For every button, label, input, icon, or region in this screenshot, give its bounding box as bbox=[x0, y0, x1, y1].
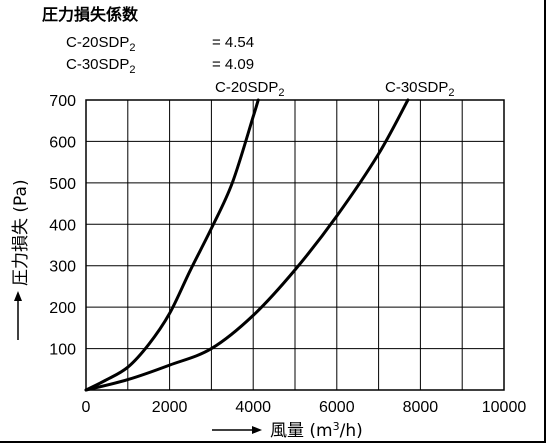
coefficient-value-1: = 4.54 bbox=[212, 34, 254, 51]
series-line-c20sdp2 bbox=[84, 98, 260, 392]
x-axis-title: 風量 (m3/h) bbox=[270, 420, 363, 441]
x-tick-label: 10000 bbox=[482, 399, 527, 416]
x-axis-title-group: 風量 (m3/h) bbox=[212, 420, 363, 441]
x-tick-label: 0 bbox=[82, 399, 91, 416]
grid bbox=[85, 99, 505, 391]
y-tick-label: 600 bbox=[49, 134, 76, 151]
coefficient-value-2: = 4.09 bbox=[212, 56, 254, 73]
y-axis-title: 圧力損失 (Pa) bbox=[11, 179, 31, 286]
y-tick-label: 400 bbox=[49, 217, 76, 234]
y-tick-label: 100 bbox=[49, 342, 76, 359]
x-tick-label: 4000 bbox=[235, 399, 271, 416]
coefficient-heading: 圧力損失係数 bbox=[42, 5, 139, 24]
series-lines bbox=[84, 98, 410, 392]
x-axis-arrow-head bbox=[252, 426, 262, 434]
series-label-c20: C-20SDP2 bbox=[215, 79, 284, 99]
y-axis-title-group: 圧力損失 (Pa) bbox=[11, 179, 31, 340]
y-tick-label: 700 bbox=[49, 93, 76, 110]
series-label-c30: C-30SDP2 bbox=[385, 79, 454, 99]
y-tick-label: 200 bbox=[49, 300, 76, 317]
series-line-c30sdp2 bbox=[84, 98, 410, 392]
tick-labels: 0 2000 4000 6000 8000 10000 100 200 300 400 500 600… bbox=[49, 93, 526, 416]
coefficient-model-1: C-20SDP2 bbox=[66, 34, 135, 54]
coefficient-model-2: C-30SDP2 bbox=[66, 56, 135, 76]
y-tick-label: 300 bbox=[49, 259, 76, 276]
y-tick-label: 500 bbox=[49, 176, 76, 193]
x-tick-label: 2000 bbox=[152, 399, 188, 416]
plot-frame bbox=[85, 99, 505, 391]
x-tick-label: 6000 bbox=[319, 399, 355, 416]
y-axis-arrow-head bbox=[14, 291, 22, 301]
x-tick-label: 8000 bbox=[403, 399, 439, 416]
